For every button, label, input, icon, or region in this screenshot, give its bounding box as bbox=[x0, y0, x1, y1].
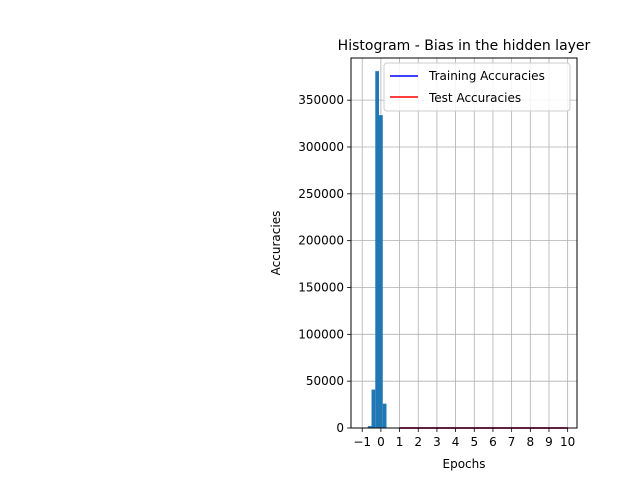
x-tick-label: 6 bbox=[489, 435, 497, 449]
x-tick-label: 8 bbox=[526, 435, 534, 449]
legend-box bbox=[383, 62, 571, 112]
y-axis-label: Accuracies bbox=[269, 211, 283, 276]
legend-label-test: Test Accuracies bbox=[428, 91, 521, 105]
x-axis-label: Epochs bbox=[443, 457, 486, 471]
legend-label-training: Training Accuracies bbox=[428, 69, 545, 83]
x-tick-label: 4 bbox=[452, 435, 460, 449]
x-tick-label: 9 bbox=[545, 435, 553, 449]
y-tick-label: 50000 bbox=[306, 374, 344, 388]
histogram-bars bbox=[367, 71, 387, 428]
y-tick-label: 0 bbox=[336, 421, 344, 435]
x-tick-label: 0 bbox=[377, 435, 385, 449]
histogram-bar bbox=[382, 403, 387, 428]
histogram-bar bbox=[371, 389, 376, 428]
y-tick-label: 200000 bbox=[298, 234, 344, 248]
plot-area-frame bbox=[350, 57, 578, 429]
y-tick-label: 150000 bbox=[298, 280, 344, 294]
histogram-bar bbox=[379, 115, 383, 428]
x-tick-label: 3 bbox=[433, 435, 441, 449]
histogram-bar bbox=[375, 71, 380, 428]
x-tick-label: 7 bbox=[508, 435, 516, 449]
chart-title: Histogram - Bias in the hidden layer bbox=[338, 38, 591, 54]
x-tick-label: 2 bbox=[414, 435, 422, 449]
y-tick-label: 350000 bbox=[298, 93, 344, 107]
axis-ticks: −1 0 1 2 3 4 5 6 7 8 9 1005000010000015000020000025… bbox=[298, 93, 575, 449]
x-tick-label: 1 bbox=[396, 435, 404, 449]
x-tick-label: −1 bbox=[353, 435, 371, 449]
x-tick-label: 5 bbox=[470, 435, 478, 449]
y-tick-label: 250000 bbox=[298, 187, 344, 201]
y-tick-label: 300000 bbox=[298, 140, 344, 154]
y-tick-label: 100000 bbox=[298, 327, 344, 341]
legend: Training Accuracies Test Accuracies bbox=[383, 62, 571, 112]
histogram-bar bbox=[367, 426, 372, 428]
x-tick-label: 10 bbox=[560, 435, 575, 449]
